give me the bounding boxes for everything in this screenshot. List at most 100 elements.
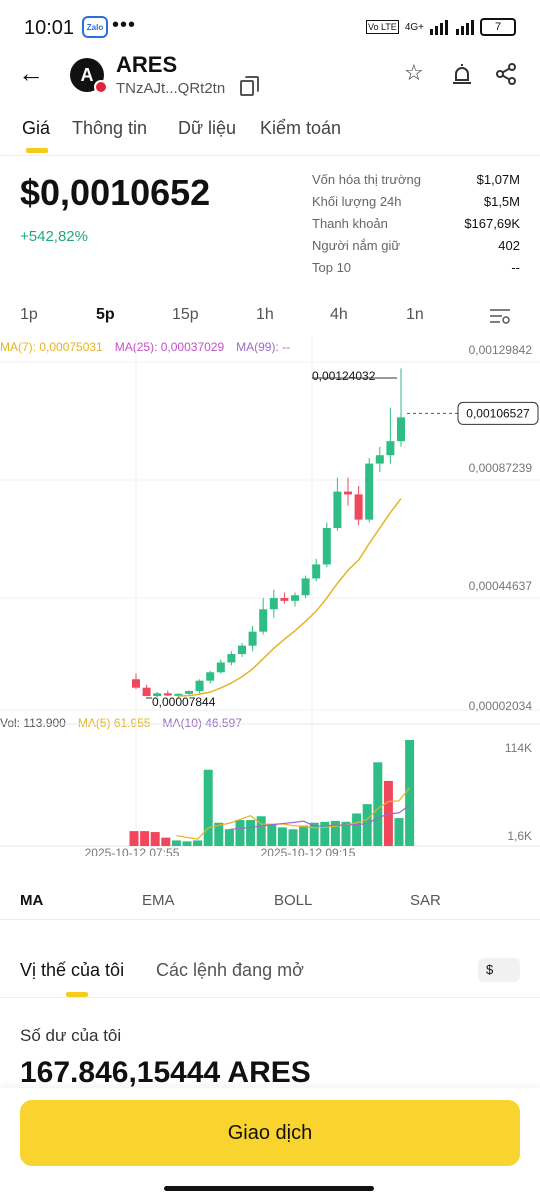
volume-bar: [235, 819, 245, 846]
low-price-label: 0,00007844: [152, 695, 216, 709]
volume-bar: [405, 740, 415, 846]
volume-bar: [309, 822, 319, 846]
volume-ma10: MA(10) 46.597: [162, 716, 242, 730]
stat-label: Top 10: [312, 260, 352, 275]
home-indicator: [164, 1186, 374, 1191]
token-stats: Vốn hóa thị trường $1,07M Khối lượng 24h $…: [312, 172, 520, 282]
candle-body: [322, 528, 331, 565]
volume-bar: [246, 819, 256, 846]
interval-4h[interactable]: 4h: [330, 306, 348, 323]
stat-row: Vốn hóa thị trường $1,07M: [312, 172, 520, 194]
interval-1p[interactable]: 1p: [20, 306, 38, 323]
candle-body: [174, 693, 183, 696]
price-chart[interactable]: 0,00129842 0,00087239 0,00044637 0,00002034…: [0, 336, 540, 856]
volume-bar: [224, 829, 234, 846]
position-tab-indicator: [66, 992, 88, 997]
share-icon[interactable]: [494, 62, 518, 86]
signal-icon: [430, 20, 474, 35]
tab-data[interactable]: Dữ liệu: [178, 118, 237, 138]
volume-bar: [394, 818, 404, 846]
candle-body: [301, 578, 310, 596]
network-label: 4G+: [404, 21, 424, 33]
interval-15p[interactable]: 15p: [172, 306, 199, 323]
indicator-ma[interactable]: MA: [20, 892, 44, 909]
volume-bar: [277, 827, 287, 846]
alert-icon[interactable]: [450, 62, 474, 86]
indicator-ema[interactable]: EMA: [142, 892, 175, 909]
candle-body: [132, 679, 140, 688]
trade-button[interactable]: Giao dịch: [20, 1100, 520, 1166]
stat-row: Khối lượng 24h $1,5M: [312, 194, 520, 216]
currency-toggle[interactable]: $: [478, 958, 520, 982]
volume-ma5: MA(5) 61.955: [77, 716, 151, 730]
volume-value: Vol: 113.900: [0, 716, 66, 730]
tab-price[interactable]: Giá: [22, 118, 51, 138]
candle-body: [195, 680, 204, 692]
volume-bar: [193, 840, 203, 846]
interval-1h[interactable]: 1h: [256, 306, 274, 323]
indicator-boll[interactable]: BOLL: [274, 892, 313, 909]
y-tick-label: 0,00087239: [469, 461, 533, 475]
candle-body: [333, 491, 342, 529]
volte-icon: Vo LTE: [365, 20, 399, 34]
candle-body: [238, 645, 246, 655]
balance-label: Số dư của tôi: [20, 1026, 122, 1045]
token-address: TNzAJt...QRt2tn: [116, 80, 226, 97]
stat-row: Người nắm giữ 402: [312, 238, 520, 260]
volume-bar: [352, 813, 362, 846]
volume-bar: [182, 841, 192, 846]
y-tick-label: 0,00002034: [469, 699, 533, 713]
indicator-sar[interactable]: SAR: [410, 892, 441, 909]
candle-body: [248, 631, 257, 646]
volume-legend: Vol: 113.900 MA(5) 61.955 MA(10) 46.597: [0, 716, 242, 730]
interval-1n[interactable]: 1n: [406, 306, 424, 323]
current-price-label: 0,00106527: [466, 406, 530, 420]
stat-value: --: [511, 260, 520, 275]
interval-selector: 1p 5p 15p 1h 4h 1n: [0, 300, 540, 334]
volume-bar: [129, 831, 139, 846]
volume-bar: [341, 821, 351, 846]
stat-value: 402: [498, 238, 520, 253]
stat-label: Khối lượng 24h: [312, 194, 402, 209]
volume-bar: [373, 762, 383, 846]
tab-my-position[interactable]: Vị thế của tôi: [20, 960, 125, 980]
status-right: Vo LTE 4G+ 7: [365, 18, 516, 36]
candle-body: [397, 417, 405, 442]
balance-value: 167.846,15444 ARES: [20, 1056, 311, 1089]
current-price-box: [457, 401, 539, 425]
current-price: $0,0010652: [20, 172, 211, 213]
candle-body: [269, 598, 278, 610]
back-arrow-icon[interactable]: ←: [18, 58, 44, 88]
tab-info[interactable]: Thông tin: [72, 118, 148, 138]
y-tick-label: 0,00044637: [469, 579, 533, 593]
stat-value: $167,69K: [464, 216, 520, 231]
tab-open-orders[interactable]: Các lệnh đang mở: [156, 960, 304, 980]
tab-audit[interactable]: Kiểm toán: [260, 118, 342, 138]
candle-body: [344, 491, 352, 495]
interval-5p[interactable]: 5p: [96, 306, 115, 323]
candle-body: [216, 662, 225, 673]
tab-active-indicator: [26, 148, 48, 153]
high-price-label: 0,00124032: [312, 369, 376, 383]
volume-bar: [140, 831, 150, 846]
copy-icon[interactable]: [240, 76, 259, 96]
time-label: 2025-10-12 07:55: [85, 846, 180, 856]
ma7-line: [178, 498, 402, 697]
volume-bar: [320, 821, 330, 846]
volume-bar: [288, 829, 298, 846]
candle-body: [163, 693, 172, 696]
volume-ma10-line: [229, 804, 410, 831]
time-label: 2025-10-12 09:15: [261, 846, 356, 856]
position-tabs: Vị thế của tôi Các lệnh đang mở $: [0, 948, 540, 998]
volume-bar: [299, 825, 309, 846]
status-time: 10:01: [24, 17, 75, 39]
candle-body: [386, 441, 395, 456]
star-icon[interactable]: ☆: [404, 60, 424, 85]
candle-body: [153, 693, 162, 697]
volume-bar: [161, 837, 171, 846]
tron-chain-icon: [94, 80, 108, 94]
volume-bar: [362, 804, 372, 846]
detail-tabs: Giá Thông tin Dữ liệu Kiểm toán: [0, 112, 540, 156]
chart-settings-icon[interactable]: [490, 308, 510, 324]
volume-bar: [150, 832, 160, 846]
